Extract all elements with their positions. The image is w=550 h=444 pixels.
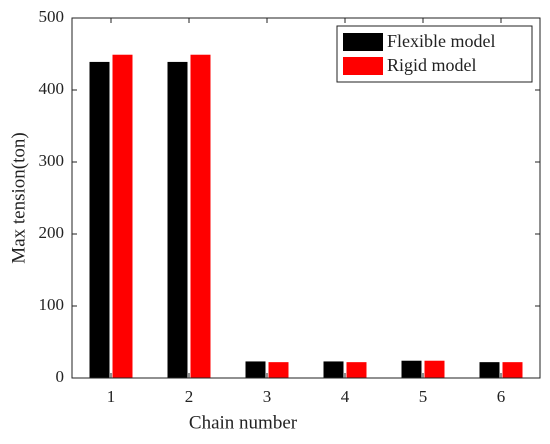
y-tick-label: 300 <box>39 151 65 170</box>
bar <box>89 61 110 379</box>
bar <box>190 54 211 378</box>
legend-swatch <box>343 57 383 75</box>
legend-label: Flexible model <box>387 31 495 51</box>
bar <box>268 362 289 378</box>
x-tick-label: 2 <box>185 387 194 406</box>
bar <box>424 360 445 378</box>
bar <box>502 362 523 378</box>
bar <box>112 54 133 378</box>
legend-label: Rigid model <box>387 55 477 75</box>
x-tick-label: 5 <box>419 387 428 406</box>
bar <box>346 362 367 378</box>
axes-box <box>71 17 541 379</box>
x-tick-label: 6 <box>497 387 506 406</box>
y-tick-label: 0 <box>56 367 65 386</box>
bar <box>479 362 500 378</box>
y-tick-label: 500 <box>39 7 65 26</box>
x-tick-label: 4 <box>341 387 350 406</box>
y-axis-label: Max tension(ton) <box>8 132 29 263</box>
x-axis-label: Chain number <box>189 412 298 433</box>
bar <box>401 360 422 378</box>
bar <box>323 361 344 378</box>
y-tick-label: 200 <box>39 223 65 242</box>
bar <box>245 361 266 378</box>
y-tick-label: 400 <box>39 79 65 98</box>
x-tick-label: 1 <box>107 387 116 406</box>
legend-swatch <box>343 33 383 51</box>
x-tick-label: 3 <box>263 387 272 406</box>
y-tick-label: 100 <box>39 295 65 314</box>
bar <box>167 61 188 379</box>
